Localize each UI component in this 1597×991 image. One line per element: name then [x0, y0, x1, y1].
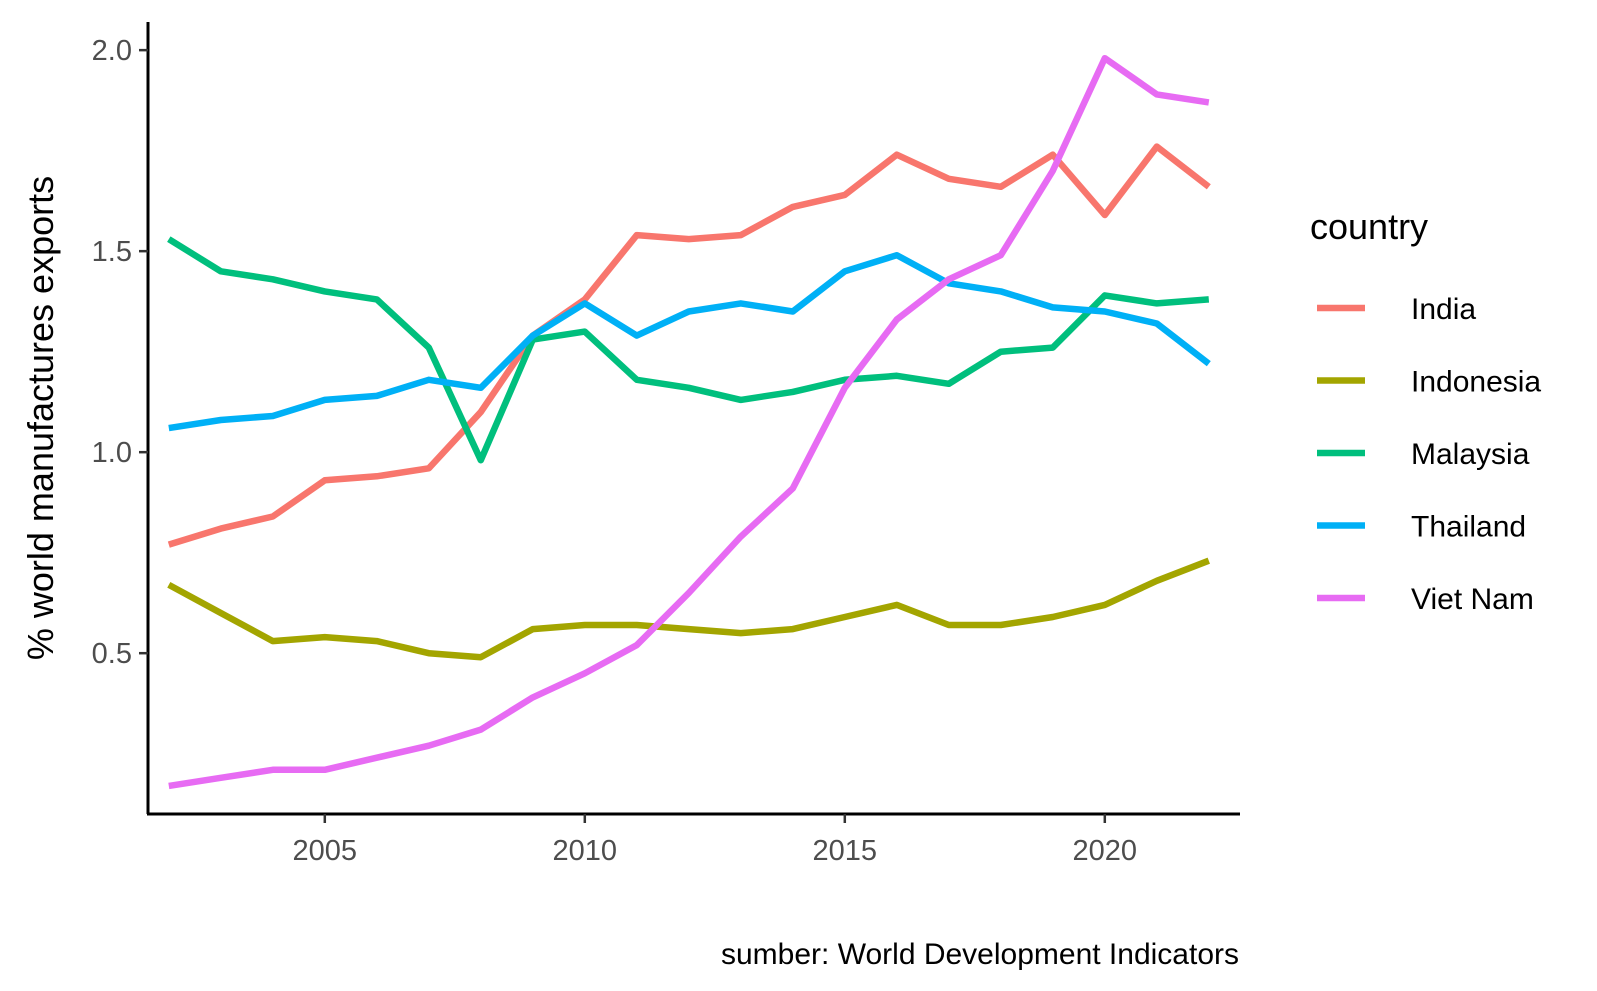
y-tick-label: 2.0: [92, 35, 132, 67]
y-tick-label: 1.0: [92, 437, 132, 469]
caption: sumber: World Development Indicators: [721, 938, 1239, 971]
legend: country India Indonesia Malaysia Thailand Vi…: [1310, 206, 1541, 616]
legend-label-india: India: [1411, 293, 1476, 326]
x-tick-label: 2010: [553, 835, 618, 867]
series-line-viet-nam: [168, 54, 1210, 790]
legend-label-malaysia: Malaysia: [1411, 438, 1530, 471]
series-line-indonesia: [167, 557, 1210, 661]
x-tick-label: 2015: [813, 835, 878, 867]
series-line-thailand: [168, 251, 1211, 432]
y-tick-label: 0.5: [92, 638, 132, 670]
y-axis-title: % world manufactures exports: [20, 176, 61, 660]
series-line-india: [167, 143, 1211, 548]
legend-label-indonesia: Indonesia: [1411, 366, 1541, 399]
x-tick-label: 2005: [293, 835, 358, 867]
x-axis-ticks: 2005 2010 2015 2020: [293, 814, 1138, 867]
x-tick-label: 2020: [1073, 835, 1138, 867]
series-lines: [167, 54, 1211, 790]
legend-items: India Indonesia Malaysia Thailand Viet Nam: [1317, 293, 1541, 616]
axes: [146, 22, 1240, 816]
legend-label-thailand: Thailand: [1411, 511, 1526, 544]
y-axis-ticks: 0.5 1.0 1.5 2.0: [92, 35, 148, 670]
series-line-malaysia: [167, 236, 1210, 464]
legend-title: country: [1310, 206, 1428, 247]
y-tick-label: 1.5: [92, 236, 132, 268]
legend-label-viet-nam: Viet Nam: [1411, 583, 1534, 616]
